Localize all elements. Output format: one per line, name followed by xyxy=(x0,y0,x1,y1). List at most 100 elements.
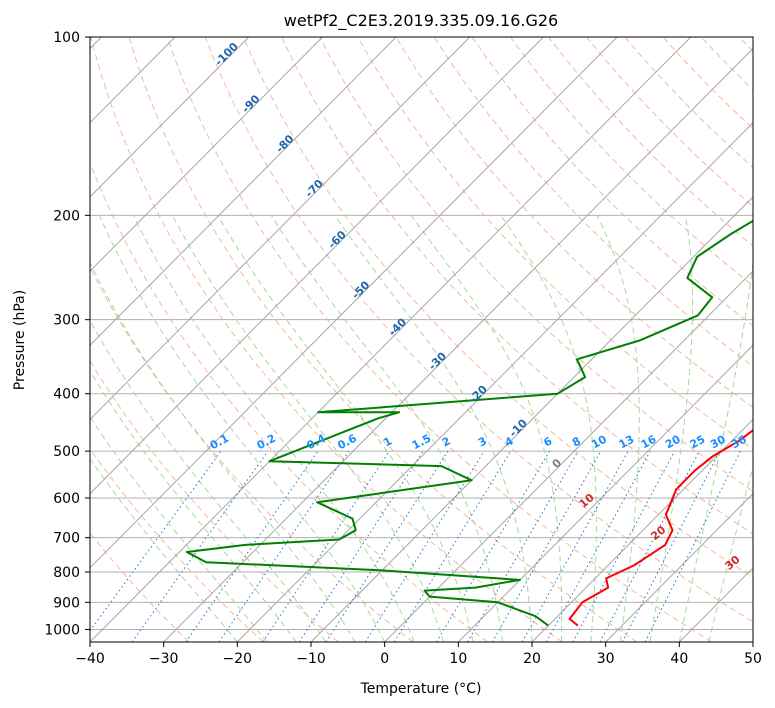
dewpoint-line xyxy=(185,219,753,627)
x-tick-label: 30 xyxy=(597,651,615,667)
mixing-ratio-label: 0.2 xyxy=(255,432,278,453)
mixing-ratio-lines xyxy=(90,450,741,642)
x-tick-label: −30 xyxy=(149,651,179,667)
mixing-ratio-line xyxy=(298,450,424,642)
mixing-ratio-line xyxy=(90,450,222,632)
dry-adiabat xyxy=(90,266,414,642)
y-tick-label: 700 xyxy=(53,531,80,547)
mixing-ratio-label: 10 xyxy=(589,433,609,452)
dry-adiabat xyxy=(243,37,753,579)
mixing-ratio-label: 6 xyxy=(541,434,554,449)
y-axis-ticks: 100 200 300 400 500 600 700 800 900 1000 xyxy=(44,30,90,638)
mixing-ratio-line xyxy=(467,450,579,642)
moist-adiabats xyxy=(90,215,753,642)
dry-adiabats xyxy=(90,37,753,642)
x-axis-ticks: −40 −30 −20 −10 0 10 20 30 40 50 xyxy=(75,642,762,667)
dry-adiabat xyxy=(586,37,753,208)
mixing-ratio-line xyxy=(131,450,269,642)
isotherm-label: -20 xyxy=(467,383,490,406)
moist-adiabat xyxy=(133,215,415,642)
isotherm xyxy=(752,641,753,642)
y-tick-label: 800 xyxy=(53,565,80,581)
mixing-ratio-line xyxy=(185,450,319,642)
dry-adiabat xyxy=(395,37,753,408)
y-tick-label: 200 xyxy=(53,208,80,224)
isotherm xyxy=(236,121,753,642)
mixing-ratio-label: 16 xyxy=(639,433,659,452)
isotherm xyxy=(90,37,618,569)
moist-adiabat xyxy=(217,215,474,642)
dry-adiabat xyxy=(281,37,753,535)
moist-adiabat xyxy=(90,319,327,642)
isotherm xyxy=(163,47,753,642)
mixing-ratio-line xyxy=(435,450,550,642)
isotherm-label: -80 xyxy=(273,132,296,155)
dry-adiabat xyxy=(319,37,753,492)
isotherm-label: -100 xyxy=(212,40,241,69)
dry-adiabat xyxy=(90,447,264,642)
x-tick-label: 50 xyxy=(744,651,762,667)
moist-adiabat xyxy=(649,215,694,642)
dry-adiabat xyxy=(471,37,753,327)
moist-adiabat xyxy=(90,415,268,642)
x-tick-label: −20 xyxy=(223,651,253,667)
mixing-ratio-label: 0.4 xyxy=(305,432,329,453)
dry-adiabat xyxy=(166,37,712,642)
isotherm xyxy=(457,344,753,642)
moist-adiabat xyxy=(500,215,597,642)
x-tick-label: 0 xyxy=(380,651,389,667)
moist-adiabat xyxy=(90,370,297,642)
dry-adiabat xyxy=(662,37,753,130)
moist-adiabat xyxy=(172,215,445,642)
mixing-ratio-label: 20 xyxy=(663,433,683,452)
mixing-ratio-label: 36 xyxy=(729,433,749,452)
moist-adiabat xyxy=(334,215,533,642)
x-tick-label: 10 xyxy=(449,651,467,667)
mixing-ratio-line xyxy=(521,450,629,642)
data-series xyxy=(185,219,753,627)
dry-adiabat xyxy=(128,37,638,642)
isotherm xyxy=(90,37,250,198)
isotherm xyxy=(90,37,397,346)
moist-adiabat xyxy=(410,215,563,642)
mixing-ratio-line xyxy=(491,450,602,642)
y-tick-label: 100 xyxy=(53,30,80,46)
moist-adiabat xyxy=(270,215,503,642)
moist-adiabat xyxy=(708,464,753,642)
isotherm xyxy=(384,270,753,642)
dry-adiabat xyxy=(510,37,753,287)
isotherm-label: -70 xyxy=(303,177,326,200)
temperature-line xyxy=(568,429,753,627)
isotherm-label: -90 xyxy=(239,92,262,115)
mixing-ratio-line xyxy=(364,450,485,642)
isotherm xyxy=(90,37,323,272)
mixing-ratio-line xyxy=(545,450,651,642)
mixing-ratio-line xyxy=(262,450,390,642)
mixing-ratio-label: 0.1 xyxy=(208,432,231,453)
mixing-ratio-label: 3 xyxy=(476,434,489,449)
isotherm xyxy=(531,418,753,642)
dry-adiabat-label: 10 xyxy=(577,491,597,511)
plot-frame xyxy=(89,36,754,643)
x-tick-label: 40 xyxy=(670,651,688,667)
isotherm xyxy=(90,37,692,642)
moist-adiabat xyxy=(98,215,386,642)
horizontal-grid xyxy=(90,36,753,630)
moist-adiabat xyxy=(90,261,356,642)
mixing-ratio-label: 25 xyxy=(688,433,708,452)
chart-title: wetPf2_C2E3.2019.335.09.16.G26 xyxy=(284,11,558,31)
isotherm xyxy=(605,492,753,642)
mixing-ratio-line xyxy=(325,450,449,642)
y-tick-label: 1000 xyxy=(44,622,80,638)
dry-adiabat xyxy=(204,37,753,623)
isotherms xyxy=(90,37,753,642)
mixing-ratio-label: 30 xyxy=(708,433,728,452)
dry-adiabat xyxy=(90,532,190,642)
dry-adiabat xyxy=(433,37,753,367)
moist-adiabat xyxy=(678,258,753,642)
y-tick-label: 500 xyxy=(53,444,80,460)
dry-adiabat xyxy=(90,161,488,642)
dry-adiabat xyxy=(90,37,563,642)
x-tick-label: 20 xyxy=(523,651,541,667)
